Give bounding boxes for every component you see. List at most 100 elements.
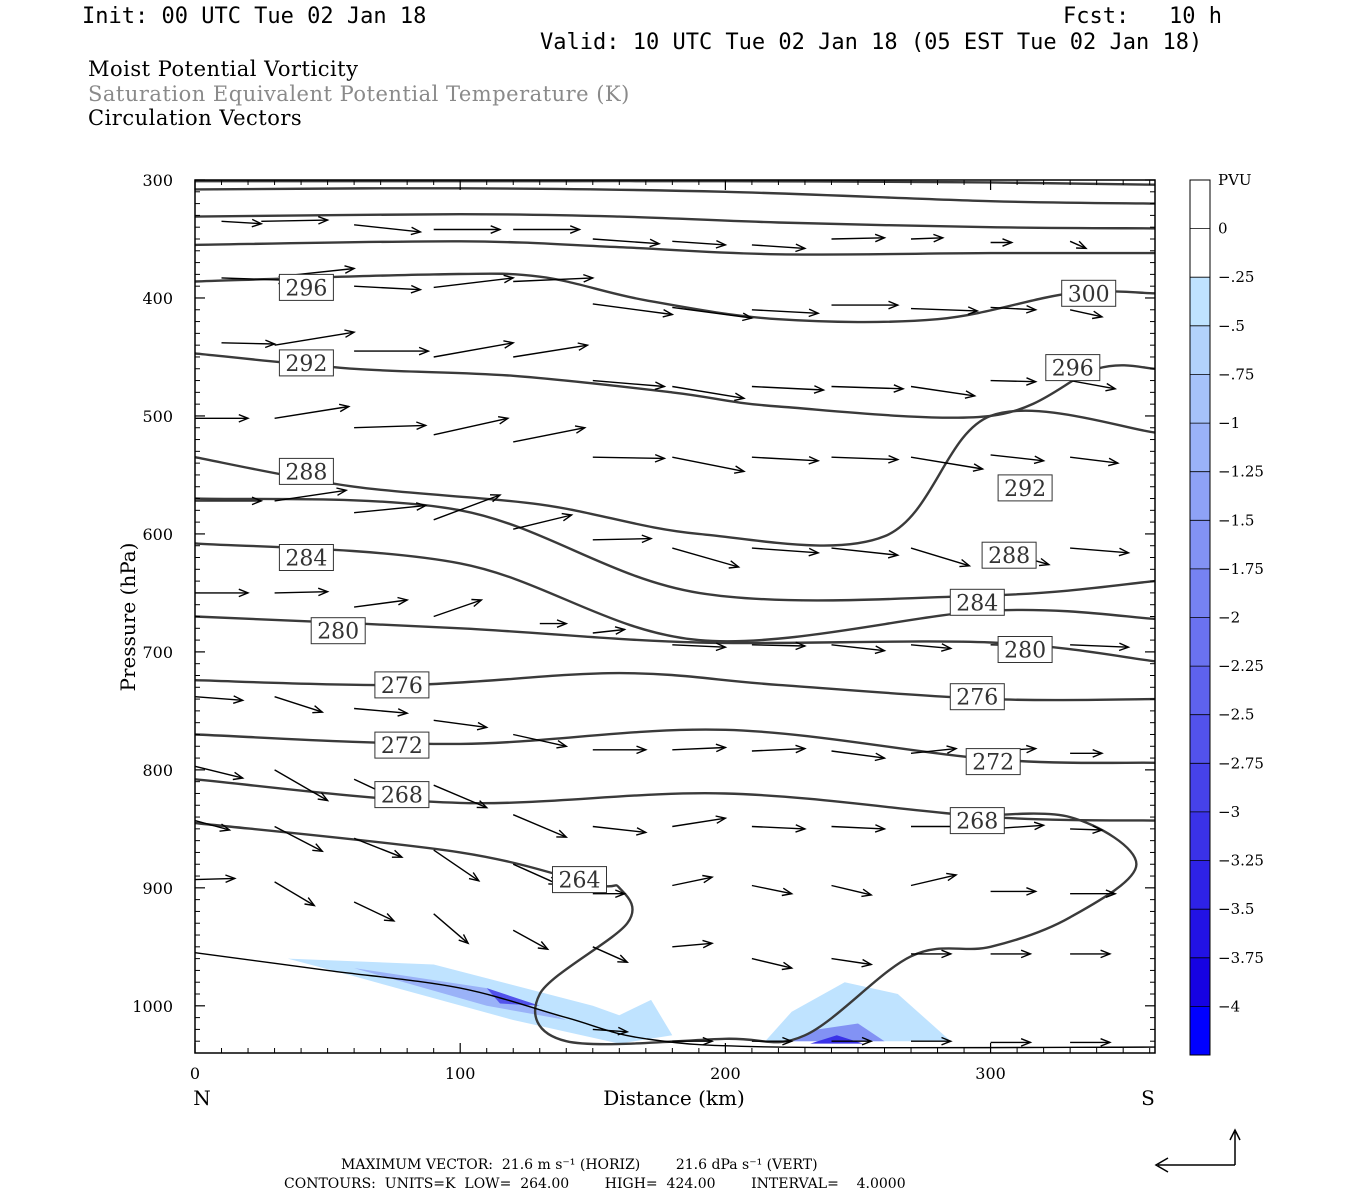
contour-label-1: 292: [278, 349, 334, 377]
contour-268: [194, 778, 1156, 822]
colorbar-swatch-2: [1190, 277, 1210, 327]
vector-84: [194, 765, 245, 781]
colorbar-label-8: −2: [1218, 609, 1240, 627]
colorbar-label-16: −4: [1218, 997, 1240, 1015]
vector-110: [911, 949, 953, 959]
colorbar-label-13: −3.25: [1218, 852, 1264, 870]
vector-89: [592, 825, 648, 836]
vector-15: [433, 274, 516, 289]
north-marker: N: [193, 1086, 211, 1110]
vector-102: [274, 881, 316, 907]
vector-123: [911, 1036, 953, 1046]
vector-83: [1070, 748, 1104, 758]
vector-73: [274, 696, 325, 714]
colorbar-label-11: −2.75: [1218, 754, 1264, 772]
vector-46: [990, 454, 1046, 465]
vector-59: [1070, 547, 1131, 557]
title-theta-es: Saturation Equivalent Potential Temperat…: [88, 82, 630, 106]
init-time: Init: 00 UTC Tue 02 Jan 18: [82, 4, 427, 29]
svg-text:292: 292: [285, 352, 327, 377]
vector-61: [274, 587, 330, 597]
svg-text:276: 276: [381, 674, 423, 699]
pv-shading-layer: [287, 958, 951, 1044]
vector-100: [512, 863, 561, 886]
vector-48: [195, 496, 264, 506]
vector-19: [751, 308, 821, 318]
vector-49: [274, 487, 349, 502]
vector-17: [592, 303, 675, 318]
y-axis-title: Pressure (hPa): [116, 543, 140, 692]
vector-54: [672, 547, 741, 569]
vector-112: [1070, 949, 1112, 959]
vector-51: [433, 494, 502, 521]
terrain-surface: [194, 952, 1156, 1049]
vector-92: [831, 824, 887, 833]
svg-text:272: 272: [381, 734, 423, 759]
reference-vector-icon: [1154, 1128, 1241, 1173]
vector-47: [1070, 456, 1120, 467]
colorbar-label-1: −.25: [1218, 268, 1254, 286]
contour-label-5: 276: [374, 671, 430, 699]
vector-32: [831, 384, 905, 393]
y-tick-label-2: 500: [142, 407, 173, 426]
vector-26: [354, 346, 431, 356]
vector-117: [990, 887, 1038, 896]
south-marker: S: [1141, 1086, 1155, 1110]
pv-colorbar: PVU 0 −.25 −.5 −.75 −1 −1.25 −1.5 −1.75 −2 −2.25 −2…: [1189, 171, 1264, 1056]
vector-120: [672, 1036, 714, 1046]
title-vectors: Circulation Vectors: [88, 106, 303, 130]
svg-text:272: 272: [972, 751, 1014, 776]
vector-64: [539, 619, 569, 628]
vector-85: [274, 769, 330, 802]
contour-label-0: 296: [278, 273, 334, 301]
vector-67: [751, 641, 807, 651]
y-tick-label-7: 1000: [132, 997, 173, 1016]
vector-6: [672, 239, 728, 249]
vector-57: [910, 547, 972, 568]
vector-43: [751, 455, 821, 465]
vector-40: [513, 425, 587, 443]
vector-80: [831, 750, 887, 762]
vector-7: [751, 243, 807, 253]
contour-288: [194, 497, 1156, 602]
y-tick-label-1: 400: [142, 289, 173, 308]
vector-50: [354, 502, 428, 514]
vector-55: [751, 547, 821, 557]
vector-36: [195, 413, 250, 423]
colorbar-label-4: −1: [1218, 414, 1240, 432]
contour-info: CONTOURS: UNITS=K LOW= 264.00 HIGH= 424.…: [284, 1176, 906, 1192]
vector-52: [513, 512, 574, 530]
contour-300: [194, 272, 1156, 324]
vector-81: [910, 745, 958, 754]
colorbar-unit: PVU: [1218, 171, 1252, 189]
vector-11: [1069, 240, 1088, 250]
vector-34: [990, 377, 1038, 386]
vector-90: [672, 815, 728, 828]
vector-45: [910, 456, 985, 472]
x-tick-label-1: 100: [445, 1064, 476, 1083]
vector-106: [592, 946, 630, 963]
vector-114: [751, 884, 794, 897]
vector-14: [354, 284, 423, 294]
vector-113: [672, 874, 714, 887]
colorbar-swatch-4: [1190, 374, 1210, 424]
contour-label-10: 296: [1045, 354, 1101, 382]
surface-line: [194, 952, 1156, 1049]
contour-label-4: 280: [310, 617, 366, 645]
vector-108: [751, 957, 794, 971]
contour-label-9: 300: [1061, 279, 1117, 307]
vector-8: [831, 233, 887, 243]
theta-es-contours: [194, 179, 1156, 1046]
vector-103: [353, 901, 396, 922]
vector-91: [751, 824, 807, 833]
colorbar-label-14: −3.5: [1218, 900, 1254, 918]
colorbar-swatch-6: [1190, 471, 1210, 521]
vector-16: [513, 273, 595, 283]
y-tick-label-6: 900: [142, 879, 173, 898]
x-tick-label-3: 300: [975, 1064, 1006, 1083]
vector-99: [433, 849, 481, 882]
forecast-hour: Fcst: 10 h: [1063, 4, 1222, 29]
colorbar-label-7: −1.75: [1218, 560, 1264, 578]
vector-71: [1070, 642, 1131, 652]
contour-label-2: 288: [278, 457, 334, 485]
